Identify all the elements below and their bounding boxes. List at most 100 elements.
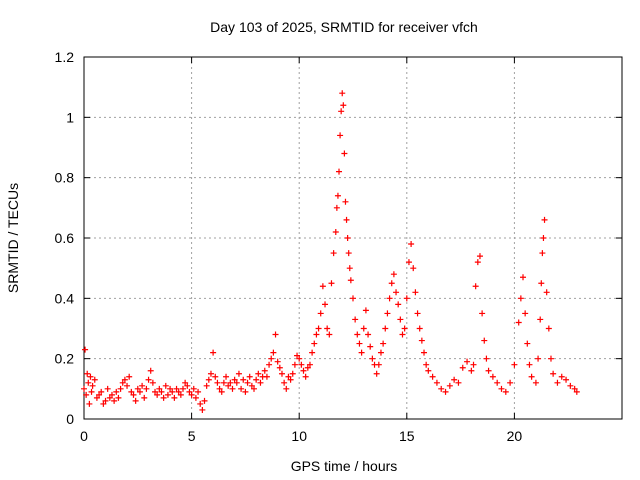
data-point (207, 370, 214, 377)
data-point (339, 90, 346, 97)
data-point (545, 325, 552, 332)
data-point (421, 349, 428, 356)
data-point (302, 373, 309, 380)
data-point (233, 379, 240, 386)
data-point (229, 385, 236, 392)
data-point (152, 388, 159, 395)
data-point (332, 228, 339, 235)
data-point (459, 364, 466, 371)
data-point (82, 346, 89, 353)
data-point (93, 394, 100, 401)
data-point (104, 385, 111, 392)
data-point (231, 376, 238, 383)
data-point (336, 168, 343, 175)
data-point (253, 376, 260, 383)
data-point (203, 382, 210, 389)
data-point (238, 385, 245, 392)
data-point (502, 388, 509, 395)
data-point (171, 394, 178, 401)
data-point (347, 277, 354, 284)
data-point (248, 382, 255, 389)
data-point (322, 301, 329, 308)
data-point (399, 331, 406, 338)
grid-lines (84, 57, 622, 419)
data-point (414, 310, 421, 317)
data-point (160, 394, 167, 401)
data-point (384, 310, 391, 317)
data-point (540, 235, 547, 241)
data-point (227, 379, 234, 386)
data-point (313, 331, 320, 338)
data-point (91, 376, 98, 383)
x-tick-label: 0 (80, 428, 88, 444)
data-point (182, 379, 189, 386)
data-point (474, 259, 481, 266)
data-point (169, 388, 176, 395)
data-point (218, 388, 225, 395)
data-point (115, 394, 122, 401)
data-point (201, 397, 208, 404)
data-point (494, 379, 501, 386)
data-point (126, 373, 133, 380)
data-point (375, 361, 382, 368)
x-tick-label: 20 (507, 428, 523, 444)
data-point (532, 379, 539, 386)
data-point (522, 310, 529, 317)
data-point (294, 352, 301, 359)
data-point (520, 274, 527, 281)
data-point (184, 382, 191, 389)
x-tick-label: 15 (399, 428, 415, 444)
data-point (276, 364, 283, 371)
data-point (261, 367, 268, 374)
data-point (481, 337, 488, 344)
data-point (386, 295, 393, 302)
data-point (139, 382, 146, 389)
data-point (418, 337, 425, 344)
data-point (483, 355, 490, 362)
data-point (468, 367, 475, 374)
data-point (311, 340, 318, 347)
data-point (346, 265, 353, 272)
data-point (199, 406, 206, 413)
data-point (373, 370, 380, 377)
data-point (446, 382, 453, 389)
data-point (300, 367, 307, 374)
data-point (212, 373, 219, 380)
data-point (541, 216, 548, 223)
data-point (408, 241, 415, 248)
y-tick-label: 0 (66, 411, 74, 427)
data-point (554, 379, 561, 386)
data-point (524, 340, 531, 347)
data-point (405, 259, 412, 266)
data-point (324, 325, 331, 332)
data-point (429, 373, 436, 380)
data-point (100, 400, 107, 407)
data-point (128, 388, 135, 395)
data-point (498, 385, 505, 392)
data-point (192, 394, 199, 401)
data-point (102, 397, 109, 404)
data-point (195, 388, 202, 395)
data-point (244, 379, 251, 386)
data-point (344, 235, 351, 241)
data-point (149, 379, 156, 386)
data-point (98, 388, 105, 395)
data-point (89, 382, 96, 389)
data-point (341, 150, 348, 157)
data-point (87, 373, 94, 380)
data-points (81, 90, 580, 413)
data-point (442, 388, 449, 395)
chart-title: Day 103 of 2025, SRMTID for receiver vfc… (210, 19, 478, 35)
data-point (304, 364, 311, 371)
y-tick-label: 0.6 (55, 230, 75, 246)
data-point (388, 280, 395, 287)
data-point (397, 316, 404, 323)
data-point (315, 325, 322, 332)
y-tick-label: 0.4 (55, 290, 75, 306)
data-point (343, 216, 350, 223)
data-point (81, 385, 87, 392)
data-point (470, 361, 477, 368)
data-point (143, 385, 150, 392)
data-point (175, 388, 182, 395)
data-point (362, 307, 369, 314)
